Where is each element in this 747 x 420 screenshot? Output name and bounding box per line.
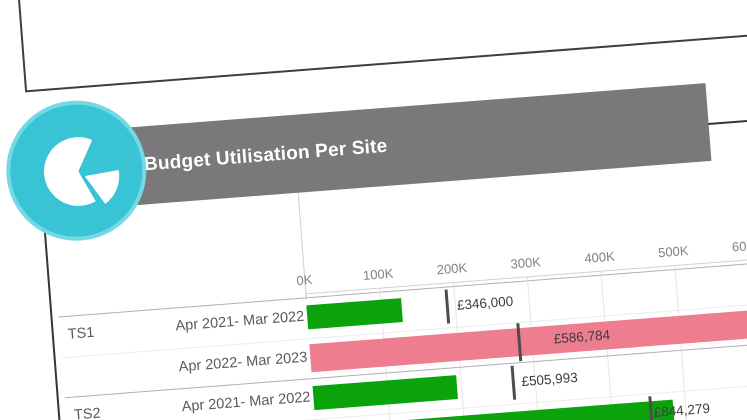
row-year-label: Apr 2021- Mar 2022: [175, 308, 305, 335]
bar[interactable]: [312, 375, 458, 411]
bar-value-label: £505,993: [520, 370, 579, 390]
reference-line: [510, 365, 516, 401]
reference-line: [444, 289, 451, 324]
bar-value-label: £346,000: [456, 293, 514, 314]
row-site-label: TS1: [67, 325, 96, 344]
row-site-label: TS2: [73, 405, 102, 420]
x-tick-label: 0K: [295, 271, 313, 289]
bar-value-label: £844,279: [653, 400, 711, 420]
background-sheet: [0, 0, 747, 93]
x-tick-label: 200K: [436, 259, 468, 278]
x-tick-label: 600K: [731, 237, 747, 255]
x-tick-label: 100K: [362, 265, 394, 283]
row-year-label: Apr 2021- Mar 2022: [181, 389, 312, 416]
pie-chart-badge: [1, 95, 152, 246]
x-tick-label: 400K: [583, 248, 616, 266]
bar[interactable]: [306, 298, 404, 330]
x-tick-mark: [305, 294, 307, 300]
row-year-label: Apr 2022- Mar 2023: [178, 349, 308, 376]
x-tick-label: 500K: [657, 242, 690, 261]
pie-chart-icon: [44, 137, 120, 206]
x-tick-label: 300K: [510, 254, 542, 272]
